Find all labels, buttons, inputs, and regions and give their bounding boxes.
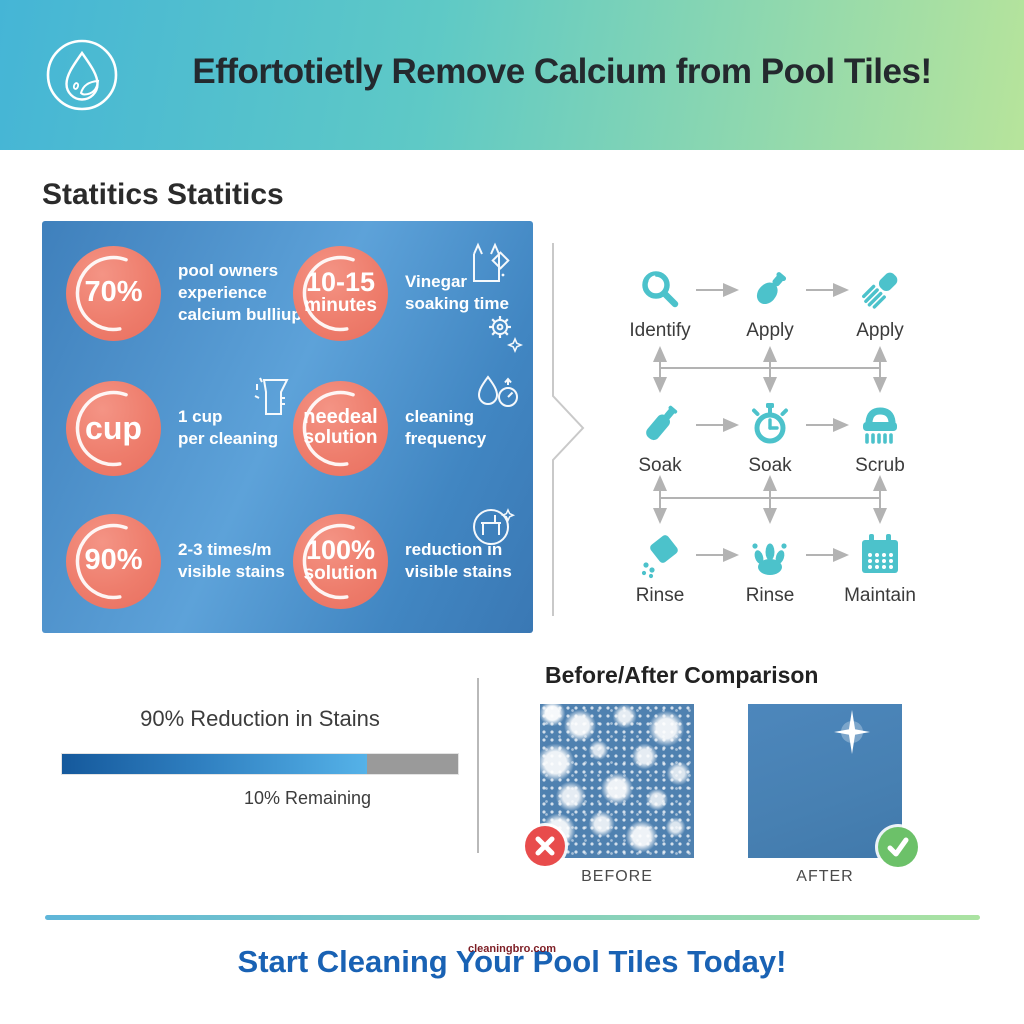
stat-circle: 90% (66, 513, 161, 609)
pour-shaker-icon (641, 535, 678, 579)
stat-value: 100% (305, 534, 376, 565)
progress-remaining-label: 10% Remaining (243, 788, 372, 808)
flow-step-label: Soak (748, 455, 792, 476)
stat-item: 70% pool owners experience calcium bulli… (66, 238, 302, 348)
vertical-divider (477, 678, 479, 853)
measuring-cup-icon (254, 377, 289, 415)
flow-step-identify: Identify (608, 266, 712, 342)
flow-step-label: Soak (638, 455, 682, 476)
stat-circle: 100% solution (293, 513, 388, 609)
progress-bar-track (61, 753, 459, 775)
splash-icon (752, 543, 787, 575)
stat-value: 70% (84, 276, 143, 309)
gear-sparkle-icon (489, 316, 524, 354)
stats-panel: 70% pool owners experience calcium bulli… (42, 221, 533, 633)
stat-description: 2-3 times/m visible stains (178, 540, 285, 581)
stat-circle: needeal solution (293, 380, 388, 476)
process-flow-diagram: Identify Apply (598, 240, 938, 620)
comparison-heading: Before/After Comparison (545, 662, 819, 688)
stat-item: needeal solution cleaning frequency (293, 373, 486, 483)
stat-circle: 10-15 minutes (293, 245, 388, 341)
stat-item: 90% 2-3 times/m visible stains (66, 506, 285, 616)
stat-item: 10-15 minutes Vinegar soaking time (293, 238, 509, 348)
stat-description: 1 cup per cleaning (178, 407, 279, 448)
progress-title: 90% Reduction in Stains (140, 706, 380, 731)
footer-divider-line (45, 915, 980, 920)
stat-value: cup (85, 409, 142, 446)
drop-leaf-logo-icon (46, 39, 118, 111)
flow-step-label: Maintain (844, 585, 916, 606)
flow-step-rinse-1: Rinse (608, 531, 712, 607)
angled-brush-icon (862, 272, 898, 309)
cta-text: Start Cleaning Your Pool Tiles Today! (237, 944, 787, 979)
flow-step-rinse-2: Rinse (718, 531, 822, 607)
clean-furniture-icon (473, 508, 516, 545)
flow-step-apply-1: Apply (718, 266, 822, 342)
stat-description: cleaning frequency (405, 407, 487, 448)
progress-arc (302, 523, 379, 599)
stats-heading: Statitics Statitics (42, 178, 284, 211)
bag-tag-icon (473, 242, 510, 282)
stat-item: 100% solution reduction in visible stain… (293, 506, 512, 616)
flow-step-label: Scrub (855, 455, 905, 476)
flow-step-maintain: Maintain (828, 531, 932, 607)
x-icon (525, 826, 565, 866)
stat-unit: minutes (304, 295, 377, 317)
flow-step-soak-2: Soak (718, 401, 822, 477)
progress-arc (302, 255, 379, 331)
stat-value: 90% (84, 544, 143, 577)
stat-description: reduction in visible stains (405, 540, 512, 581)
magnifier-icon (642, 271, 679, 308)
scrub-brush-icon (863, 407, 897, 444)
stat-description: pool owners experience calcium bulliup (178, 261, 302, 324)
flow-step-label: Apply (856, 320, 904, 341)
progress-bar-fill (62, 754, 367, 774)
flow-step-scrub: Scrub (828, 401, 932, 477)
before-image (540, 704, 694, 858)
stat-value: needeal (303, 406, 378, 429)
stat-unit: solution (303, 563, 378, 585)
calendar-icon (862, 534, 898, 573)
header-banner: Effortotietly Remove Calcium from Pool T… (0, 0, 1024, 150)
stat-unit: solution (303, 426, 378, 448)
stat-circle: 70% (66, 245, 161, 341)
sparkle-icon (834, 710, 870, 754)
progress-arc (75, 523, 152, 599)
stat-description: Vinegar soaking time (405, 272, 509, 313)
before-label: BEFORE (581, 868, 653, 885)
stopwatch-icon (752, 403, 788, 444)
flow-step-label: Rinse (745, 585, 795, 606)
progress-arc (302, 390, 379, 466)
watermark-text: cleaningbro.com (467, 943, 557, 955)
stat-circle: cup (66, 380, 161, 476)
chevron-bracket (552, 243, 585, 616)
flow-step-soak-1: Soak (608, 401, 712, 477)
flow-step-label: Identify (629, 320, 691, 341)
after-label: AFTER (796, 868, 854, 885)
progress-arc (75, 390, 152, 466)
spray-bottle-icon (756, 272, 787, 305)
check-icon (878, 827, 918, 867)
stat-item: cup 1 cup per cleaning (66, 373, 278, 483)
page-title: Effortotietly Remove Calcium from Pool T… (192, 52, 932, 91)
bottle-icon (646, 405, 678, 441)
drop-timer-icon (477, 375, 518, 407)
progress-arc (75, 255, 152, 331)
flow-step-apply-2: Apply (828, 266, 932, 342)
flow-step-label: Rinse (635, 585, 685, 606)
after-image (748, 704, 902, 858)
stat-value: 10-15 (305, 266, 376, 297)
flow-step-label: Apply (746, 320, 794, 341)
